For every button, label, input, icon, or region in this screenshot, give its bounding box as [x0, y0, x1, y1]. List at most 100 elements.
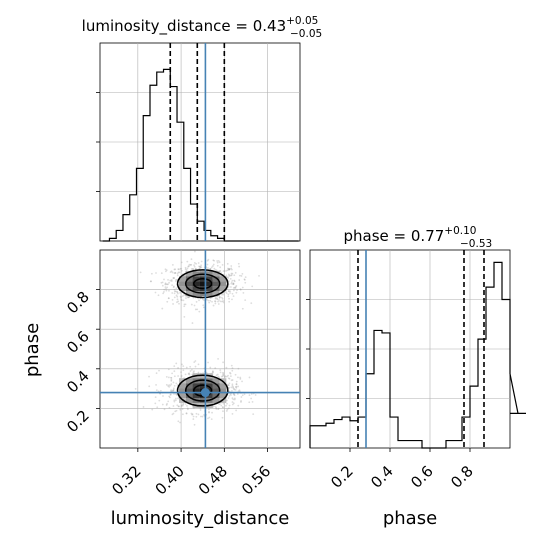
scatter-point — [209, 297, 212, 300]
density-cell — [192, 271, 200, 277]
scatter-point — [230, 394, 232, 396]
scatter-point — [166, 286, 168, 289]
scatter-point — [227, 377, 230, 380]
hist2-step-line — [309, 261, 526, 449]
scatter-point — [188, 296, 190, 299]
density-cell — [212, 393, 220, 399]
scatter-point — [163, 288, 166, 291]
scatter-point — [182, 403, 185, 405]
scatter-point — [235, 385, 238, 388]
scatter-point — [188, 372, 191, 375]
scatter-point — [231, 403, 234, 406]
scatter-point — [208, 416, 211, 419]
density-cell — [179, 286, 186, 292]
scatter-point — [187, 295, 190, 298]
scatter-point — [190, 263, 193, 266]
scatter-point — [167, 278, 169, 281]
scatter-point — [180, 267, 183, 270]
y-tick-label: 0.4 — [63, 367, 93, 397]
scatter-point — [219, 266, 222, 269]
scatter-point — [165, 283, 168, 286]
scatter-point — [232, 402, 235, 405]
scatter-point — [175, 294, 178, 297]
density-cell — [185, 271, 193, 277]
scatter-point — [189, 365, 192, 368]
scatter-point — [168, 384, 171, 386]
scatter-point — [174, 399, 177, 402]
scatter-point — [202, 306, 205, 309]
scatter-point — [250, 397, 253, 400]
scatter-point — [214, 406, 217, 408]
scatter-point — [230, 364, 233, 367]
scatter-point — [221, 406, 224, 409]
scatter-point — [222, 373, 224, 376]
scatter-point — [211, 371, 214, 374]
density-cell — [185, 378, 193, 384]
scatter-point — [212, 263, 215, 266]
scatter-point — [209, 299, 212, 302]
scatter-point — [169, 271, 172, 274]
scatter-point — [173, 399, 176, 402]
scatter-point — [168, 395, 171, 398]
scatter-point — [184, 268, 187, 271]
scatter-point — [167, 283, 169, 286]
density-cell — [179, 281, 186, 287]
scatter-point — [222, 301, 225, 304]
hist1-title-sup: +0.05 — [286, 15, 318, 27]
scatter-point — [175, 393, 177, 395]
scatter-point — [177, 420, 180, 423]
scatter-point — [167, 297, 170, 300]
scatter-point — [173, 290, 176, 293]
scatter-point — [197, 413, 200, 416]
scatter-point — [225, 269, 228, 272]
scatter-point — [163, 408, 166, 411]
hist2-title-sup: +0.10 — [444, 225, 476, 237]
scatter-point — [230, 265, 233, 267]
scatter-point — [248, 401, 251, 404]
scatter-point — [195, 412, 198, 415]
scatter-point — [190, 303, 193, 306]
scatter-point — [189, 370, 192, 372]
scatter-point — [237, 367, 240, 370]
y-tick-label: 0.6 — [63, 327, 93, 357]
scatter-point — [241, 394, 244, 397]
scatter-point — [194, 308, 197, 311]
scatter-point — [183, 305, 186, 308]
scatter-point — [195, 262, 198, 265]
scatter-point — [186, 404, 188, 407]
scatter-point — [174, 397, 177, 400]
scatter-point — [222, 270, 225, 272]
scatter-point — [215, 407, 218, 410]
scatter-point — [211, 411, 213, 414]
scatter-point — [159, 392, 161, 395]
contour-line — [176, 374, 229, 407]
density-cell — [179, 276, 186, 282]
scatter-point — [229, 393, 232, 395]
scatter-point — [174, 271, 177, 274]
scatter-point — [241, 380, 243, 383]
scatter-point — [191, 413, 194, 416]
scatter-point — [217, 403, 220, 405]
scatter-point — [169, 393, 172, 396]
scatter-point — [180, 375, 183, 378]
scatter-point — [164, 286, 167, 289]
scatter-point — [187, 373, 190, 375]
scatter-point — [179, 421, 181, 424]
scatter-point — [176, 384, 179, 386]
density-cell — [185, 388, 193, 394]
scatter-point — [198, 265, 200, 268]
scatter-point — [139, 271, 142, 274]
scatter-point — [154, 396, 157, 399]
scatter-point — [173, 277, 176, 279]
contour-line — [176, 269, 229, 299]
scatter-point — [231, 390, 233, 392]
scatter-point — [202, 298, 205, 301]
scatter-point — [244, 281, 247, 284]
scatter-point — [165, 383, 168, 386]
scatter-point — [185, 412, 188, 415]
scatter-point — [199, 265, 201, 268]
scatter-point — [177, 405, 180, 408]
scatter-point — [228, 404, 231, 407]
scatter-point — [183, 315, 186, 318]
y-tick-label: 0.2 — [63, 407, 93, 437]
